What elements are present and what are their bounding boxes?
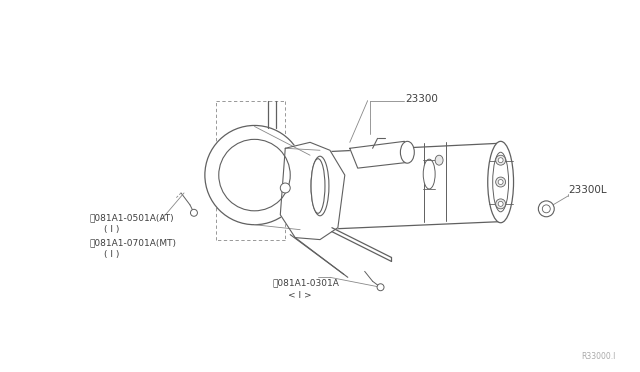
Circle shape [495,199,506,209]
Circle shape [498,158,503,163]
Polygon shape [350,141,410,168]
Circle shape [495,177,506,187]
Polygon shape [280,142,345,240]
Circle shape [191,209,197,216]
Circle shape [495,155,506,165]
Text: R33000.I: R33000.I [581,352,616,361]
Text: Ⓐ081A1-0701A(MT): Ⓐ081A1-0701A(MT) [90,238,177,247]
Text: ( I ): ( I ) [104,225,119,234]
Text: < I >: < I > [288,291,312,300]
Circle shape [205,125,304,225]
Text: Ⓐ081A1-0501A(AT): Ⓐ081A1-0501A(AT) [90,213,174,222]
Circle shape [280,183,290,193]
Text: 23300: 23300 [405,94,438,104]
Ellipse shape [493,152,509,212]
Ellipse shape [488,141,513,223]
Ellipse shape [311,159,325,213]
Circle shape [542,205,550,213]
Ellipse shape [311,156,329,216]
Ellipse shape [401,141,414,163]
Circle shape [538,201,554,217]
Text: 23300L: 23300L [568,185,607,195]
Ellipse shape [423,159,435,189]
Text: Ⓐ081A1-0301A: Ⓐ081A1-0301A [273,279,339,288]
Circle shape [377,284,384,291]
Polygon shape [315,143,499,230]
Ellipse shape [435,155,443,165]
Circle shape [219,140,290,211]
Text: ( I ): ( I ) [104,250,119,259]
Circle shape [498,180,503,185]
Circle shape [498,201,503,206]
